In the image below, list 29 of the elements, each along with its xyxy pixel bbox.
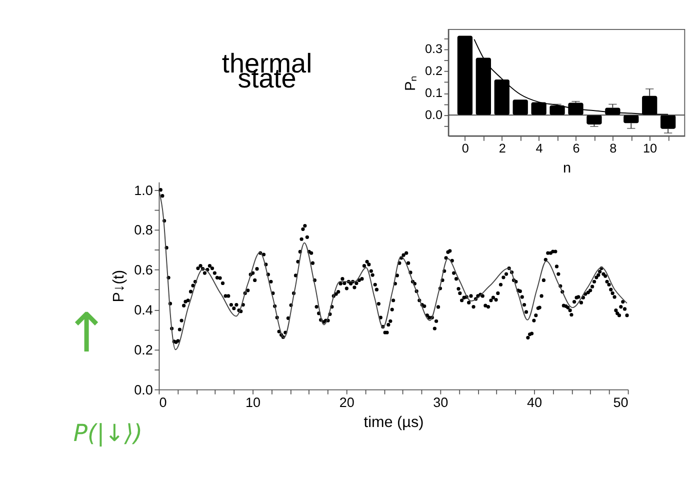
y-axis-title: Pₙ: [402, 75, 419, 91]
text: thermal state: [222, 48, 312, 94]
x-tick-label: 40: [526, 394, 542, 410]
x-tick-label: 8: [610, 142, 617, 156]
x-tick-label: 2: [498, 142, 506, 156]
x-tick-label: 10: [246, 394, 261, 410]
y-tick-label: 0.2: [134, 342, 153, 358]
x-axis-title: time (µs): [364, 414, 424, 431]
x-tick-label: 20: [339, 394, 354, 410]
y-tick-label: 0.1: [424, 86, 442, 100]
y-axis-title: P↓(t): [110, 270, 128, 302]
y-tick-label: 0.2: [424, 64, 442, 78]
x-tick-label: 0: [159, 394, 167, 410]
x-tick-label: 30: [433, 394, 448, 410]
text: ↑: [64, 301, 110, 364]
x-tick-label: 4: [536, 142, 543, 156]
y-tick-label: 0.8: [134, 222, 153, 238]
y-tick-label: 1.0: [134, 182, 153, 198]
x-tick-label: 0: [462, 142, 469, 156]
y-tick-label: 0.6: [134, 262, 153, 278]
x-axis-title: n: [562, 160, 571, 176]
x-tick-label: 10: [643, 142, 658, 156]
x-tick-label: 50: [613, 394, 628, 410]
x-tick-label: 6: [572, 142, 580, 156]
y-tick-label: 0.4: [134, 302, 154, 318]
y-tick-label: 0.0: [134, 382, 153, 398]
y-tick-label: 0.0: [424, 108, 442, 122]
y-tick-label: 0.3: [424, 42, 442, 56]
text: P(|↓⟩): [73, 418, 143, 447]
